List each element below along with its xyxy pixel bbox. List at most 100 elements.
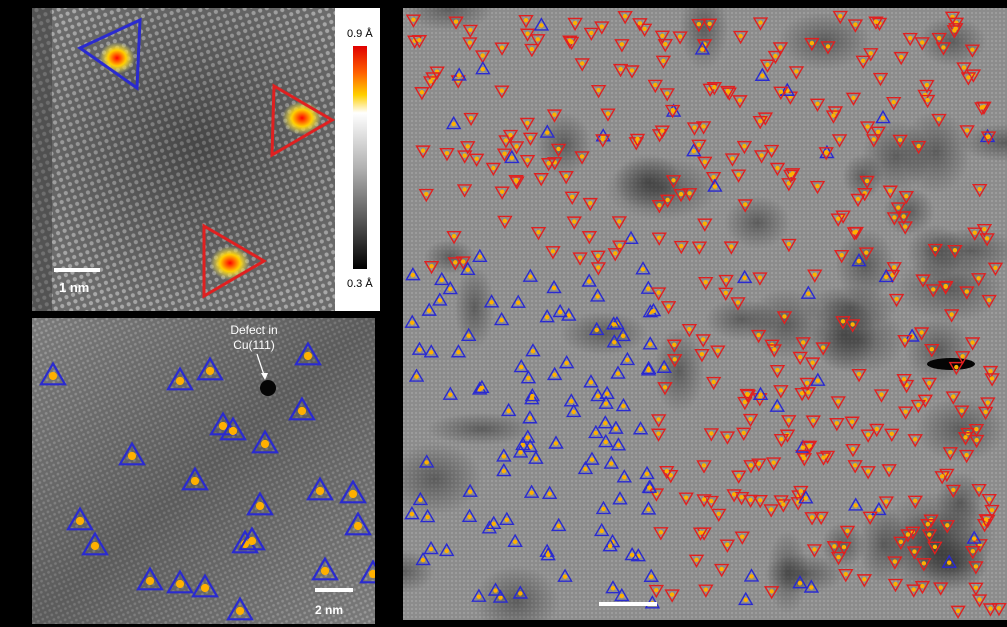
molecule-marker-c-core [620,333,626,339]
molecule-marker-c [483,294,500,308]
molecule-marker-c [672,31,688,45]
molecule-marker-c-core [865,432,871,437]
molecule-marker-b [136,566,164,591]
molecule-marker-c [567,17,583,32]
molecule-marker-c [971,594,988,608]
molecule-marker-c-core [609,461,614,466]
molecule-marker-c [804,37,820,52]
molecule-marker-c-core [903,409,908,414]
molecule-marker-c-core [528,135,533,141]
molecule-marker-c [943,309,960,323]
molecule-marker-c [520,369,537,384]
molecule-marker-c [781,415,797,429]
molecule-marker-c [897,221,913,235]
molecule-marker-c-core [410,320,415,325]
molecule-marker-c-core [647,342,653,347]
molecule-marker-c-core [647,485,652,490]
molecule-down-triangle-a1 [270,83,335,158]
molecule-marker-c-core [986,496,992,502]
molecule-marker-b-core [303,351,313,361]
molecule-marker-c-core [955,608,961,614]
colorbar-max-label: 0.9 Å [347,28,373,40]
molecule-marker-c [736,427,752,442]
molecule-marker-c-core [696,142,702,148]
molecule-marker-c [872,72,889,87]
molecule-marker-c [405,266,421,281]
molecule-marker-c-core [977,186,982,192]
molecule-marker-c-core [646,507,651,512]
molecule-marker-c-core [725,542,730,547]
molecule-marker-c-core [520,442,526,448]
molecule-marker-c [688,554,705,568]
molecule-marker-c-core [939,474,945,479]
molecule-marker-b [344,511,372,536]
molecule-marker-c-core [467,514,472,520]
molecule-marker-c [713,563,730,578]
molecule-marker-c [782,91,799,105]
molecule-marker-c-core [563,173,569,179]
molecule-markers-b [39,341,375,621]
molecule-marker-c-core [525,158,530,163]
molecule-marker-c-core [760,73,765,78]
molecule-marker-c [868,16,884,30]
molecule-marker-c-core [741,430,746,436]
molecule-marker-c-core [901,214,906,219]
molecule-marker-c-core [677,34,683,39]
molecule-marker-c-core [599,528,604,534]
molecule-marker-b-core [228,426,238,436]
molecule-marker-c-core [583,466,588,472]
molecule-marker-c [919,79,935,94]
molecule-marker-c-core [815,183,820,189]
molecule-marker-c [451,67,467,81]
molecule-marker-c-core [547,491,552,497]
molecule-marker-c [598,433,614,448]
molecule-marker-c [763,504,779,518]
molecule-marker-c-core [818,514,824,520]
molecule-marker-c-core [654,587,659,593]
molecule-marker-c [859,175,875,190]
molecule-marker-c [931,32,947,47]
molecule-marker-c [954,351,971,365]
molecule-marker-c [648,584,664,599]
molecule-marker-c [623,230,639,245]
molecule-marker-c [803,579,820,593]
molecule-marker-c-core [927,532,932,537]
molecule-marker-c-core [556,523,561,529]
molecule-marker-c-core [748,416,753,422]
molecule-marker-c-core [545,553,551,558]
molecule-marker-c [707,178,723,192]
molecule-marker-c [530,34,546,48]
molecule-marker-c [681,188,698,202]
molecule-marker-c [736,269,753,284]
molecule-marker-c [446,230,462,245]
molecule-marker-c [678,492,694,506]
molecule-marker-c-core [678,191,684,197]
molecule-marker-c [636,23,653,38]
molecule-marker-c [972,183,988,198]
molecule-marker-c-core [850,322,855,327]
molecule-marker-c-core [594,327,599,333]
molecule-marker-c [829,418,845,432]
stm-image-panel-c [403,8,1007,620]
molecule-marker-c-core [862,577,867,582]
molecule-marker-c [450,344,467,358]
molecule-marker-c [948,361,965,376]
molecule-marker-c-core [409,511,415,517]
molecule-marker-c [640,362,657,376]
molecule-marker-c [974,102,990,116]
molecule-marker-c [945,391,962,405]
molecule-marker-c [468,153,485,168]
molecule-marker-c-core [778,89,784,95]
molecule-marker-c-core [964,289,970,294]
molecule-marker-c-core [898,54,904,60]
molecule-marker-c [584,451,600,465]
molecule-marker-c [968,582,984,596]
molecule-marker-c-core [744,391,750,397]
molecule-marker-c-core [806,291,811,296]
scale-bar-label-b: 2 nm [315,603,343,617]
molecule-marker-c [588,424,604,439]
molecule-marker-c-core [831,113,836,118]
molecule-marker-c [809,180,826,195]
molecule-marker-c [656,359,672,373]
molecule-marker-c [438,542,455,557]
